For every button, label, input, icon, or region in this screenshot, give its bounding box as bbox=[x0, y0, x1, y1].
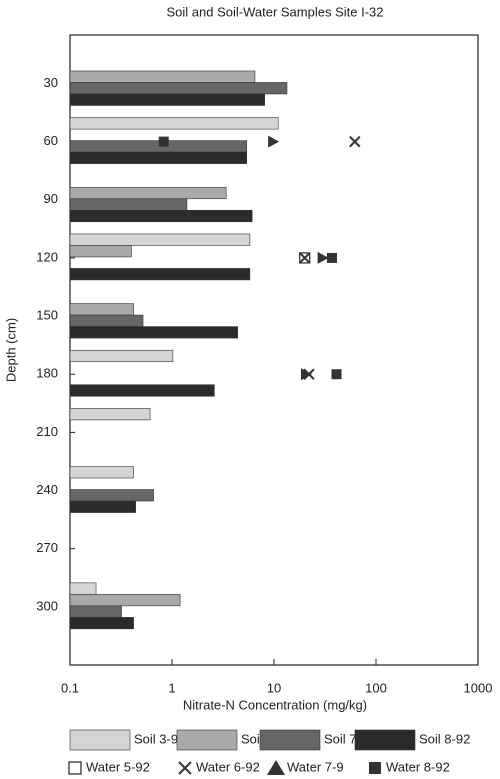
bar bbox=[69, 140, 248, 153]
chart-title: Soil and Soil-Water Samples Site I-32 bbox=[166, 4, 383, 19]
legend-swatch bbox=[354, 729, 416, 751]
bar bbox=[69, 466, 134, 479]
bar bbox=[69, 93, 265, 106]
bar bbox=[69, 151, 248, 164]
bar bbox=[69, 408, 151, 421]
bar bbox=[69, 500, 136, 513]
legend-swatch bbox=[259, 729, 321, 751]
bar bbox=[69, 489, 154, 502]
y-tick-label: 240 bbox=[36, 482, 58, 497]
y-tick-label: 90 bbox=[44, 191, 58, 206]
legend-marker bbox=[178, 761, 192, 775]
x-tick-label: 1 bbox=[168, 680, 175, 695]
legend-label: Water 7-9 bbox=[287, 759, 344, 774]
bar bbox=[69, 594, 181, 607]
x-axis-label: Nitrate-N Concentration (mg/kg) bbox=[183, 697, 367, 712]
bar bbox=[69, 117, 279, 130]
legend-marker bbox=[68, 761, 82, 775]
x-tick-label: 1000 bbox=[464, 680, 493, 695]
water-marker bbox=[301, 368, 313, 381]
y-tick-label: 60 bbox=[44, 133, 58, 148]
x-tick-label: 0.1 bbox=[61, 680, 79, 695]
bar bbox=[69, 617, 134, 630]
bar bbox=[69, 605, 122, 618]
water-marker bbox=[349, 135, 361, 148]
bar bbox=[69, 233, 251, 246]
legend-swatch bbox=[69, 729, 131, 751]
legend-label: Soil 8-92 bbox=[419, 731, 470, 746]
bar bbox=[69, 209, 253, 223]
bar bbox=[69, 82, 288, 95]
legend-marker bbox=[267, 760, 285, 775]
legend-label: Water 5-92 bbox=[86, 759, 150, 774]
x-tick-label: 10 bbox=[267, 680, 281, 695]
bar bbox=[69, 268, 251, 281]
bar bbox=[69, 326, 238, 339]
bar bbox=[69, 245, 132, 258]
y-tick-label: 30 bbox=[44, 75, 58, 90]
water-marker bbox=[268, 135, 280, 148]
legend-label: Soil 3-92 bbox=[134, 731, 185, 746]
bar bbox=[69, 70, 256, 83]
legend-label: Water 6-92 bbox=[196, 759, 260, 774]
water-marker bbox=[326, 252, 337, 263]
y-tick-label: 180 bbox=[36, 366, 58, 381]
bar bbox=[69, 349, 174, 363]
legend-swatch bbox=[176, 729, 238, 751]
y-tick-label: 120 bbox=[36, 249, 58, 264]
x-tick-label: 100 bbox=[365, 680, 387, 695]
bar bbox=[69, 384, 215, 397]
y-axis-label: Depth (cm) bbox=[3, 318, 18, 382]
legend-marker bbox=[369, 762, 381, 774]
bar bbox=[69, 198, 188, 211]
y-tick-label: 270 bbox=[36, 540, 58, 555]
bar bbox=[69, 303, 134, 316]
bar bbox=[69, 186, 227, 200]
bar bbox=[69, 314, 144, 327]
water-marker bbox=[158, 136, 169, 147]
y-tick-label: 210 bbox=[36, 424, 58, 439]
bar bbox=[69, 582, 97, 595]
water-marker bbox=[331, 369, 342, 380]
y-tick-label: 150 bbox=[36, 308, 58, 323]
y-tick-label: 300 bbox=[36, 598, 58, 613]
water-marker bbox=[317, 251, 329, 264]
water-marker bbox=[298, 252, 311, 264]
legend-label: Water 8-92 bbox=[386, 759, 450, 774]
